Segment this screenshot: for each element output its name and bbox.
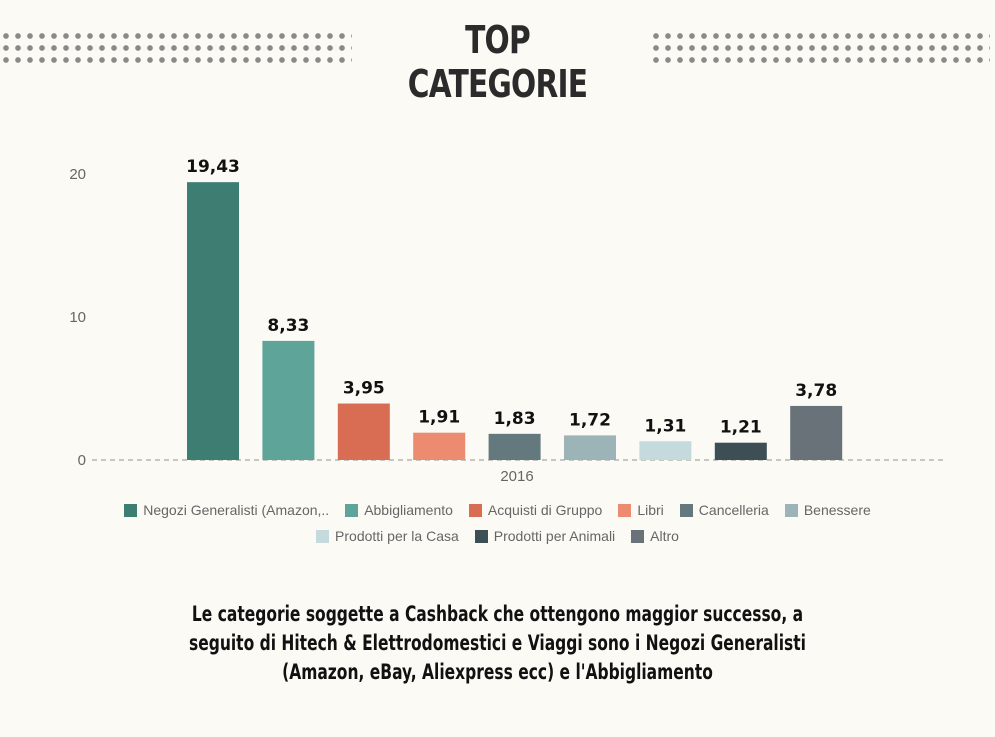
bar-1 [187, 182, 239, 460]
legend-swatch [784, 503, 798, 517]
bar-chart: 0 10 20 19,43 8,33 3,95 1,91 1,83 1,72 1,31 1,21 3,… [69, 157, 943, 485]
bar-value-label: 8,33 [267, 316, 309, 336]
bar-value-label: 19,43 [186, 157, 240, 177]
caption-line-2: seguito di Hitech & Elettrodomestici e V… [189, 631, 806, 655]
legend-swatch [631, 529, 645, 543]
legend-swatch [345, 503, 359, 517]
caption-line-1: Le categorie soggette a Cashback che ott… [191, 602, 804, 626]
bar-9 [790, 405, 843, 460]
y-tick-label: 0 [78, 452, 86, 469]
legend-item: Benessere [784, 502, 871, 518]
page-title: TOP CATEGORIE [109, 18, 885, 106]
x-category-label: 2016 [500, 468, 533, 485]
legend-item: Libri [618, 502, 664, 518]
legend-label: Abbigliamento [364, 502, 453, 518]
decorative-dots-right [650, 30, 990, 66]
bar-3 [337, 403, 390, 460]
legend-swatch [468, 503, 482, 517]
legend-swatch [316, 529, 330, 543]
bar-value-label: 1,91 [418, 408, 460, 428]
legend-label: Benessere [803, 502, 871, 518]
bar-6 [564, 435, 616, 460]
legend-label: Negozi Generalisti (Amazon,.. [143, 502, 330, 518]
bar-2 [262, 340, 315, 460]
legend-label: Prodotti per la Casa [335, 528, 459, 544]
legend-swatch [679, 503, 693, 517]
chart-legend: Negozi Generalisti (Amazon,.. Abbigliamen… [0, 497, 995, 549]
legend-row: Prodotti per la Casa Prodotti per Animali… [0, 523, 995, 549]
y-tick-label: 20 [69, 166, 86, 183]
bar-value-label: 3,95 [343, 379, 385, 399]
caption-line-3: (Amazon, eBay, Aliexpress ecc) e l'Abbig… [282, 660, 713, 684]
caption-text: Le categorie soggette a Cashback che ott… [0, 600, 995, 687]
bar-value-label: 1,72 [569, 410, 611, 430]
legend-item: Altro [631, 528, 679, 544]
legend-item: Abbigliamento [345, 502, 453, 518]
legend-swatch [474, 529, 488, 543]
legend-label: Altro [650, 528, 679, 544]
bar-value-label: 3,78 [795, 381, 837, 401]
title-line-2: CATEGORIE [407, 62, 588, 106]
title-line-1: TOP [465, 18, 531, 62]
legend-item: Prodotti per Animali [474, 528, 616, 544]
legend-label: Cancelleria [698, 502, 769, 518]
bar-5 [488, 433, 541, 460]
legend-label: Prodotti per Animali [493, 528, 616, 544]
bar-value-label: 1,83 [494, 409, 536, 429]
legend-item: Negozi Generalisti (Amazon,.. [124, 502, 329, 518]
legend-label: Acquisti di Gruppo [487, 502, 603, 518]
y-tick-label: 10 [69, 309, 86, 326]
legend-swatch [618, 503, 632, 517]
legend-swatch [124, 503, 138, 517]
bar-value-label: 1,21 [720, 418, 762, 438]
bar-8 [714, 442, 767, 460]
bar-value-label: 1,31 [644, 416, 686, 436]
bar-7 [639, 441, 692, 460]
legend-item: Cancelleria [679, 502, 769, 518]
legend-row: Negozi Generalisti (Amazon,.. Abbigliamen… [0, 497, 995, 523]
legend-item: Acquisti di Gruppo [468, 502, 603, 518]
legend-item: Prodotti per la Casa [316, 528, 459, 544]
legend-label: Libri [637, 502, 664, 518]
bar-4 [413, 432, 466, 460]
decorative-dots-left [0, 30, 352, 66]
